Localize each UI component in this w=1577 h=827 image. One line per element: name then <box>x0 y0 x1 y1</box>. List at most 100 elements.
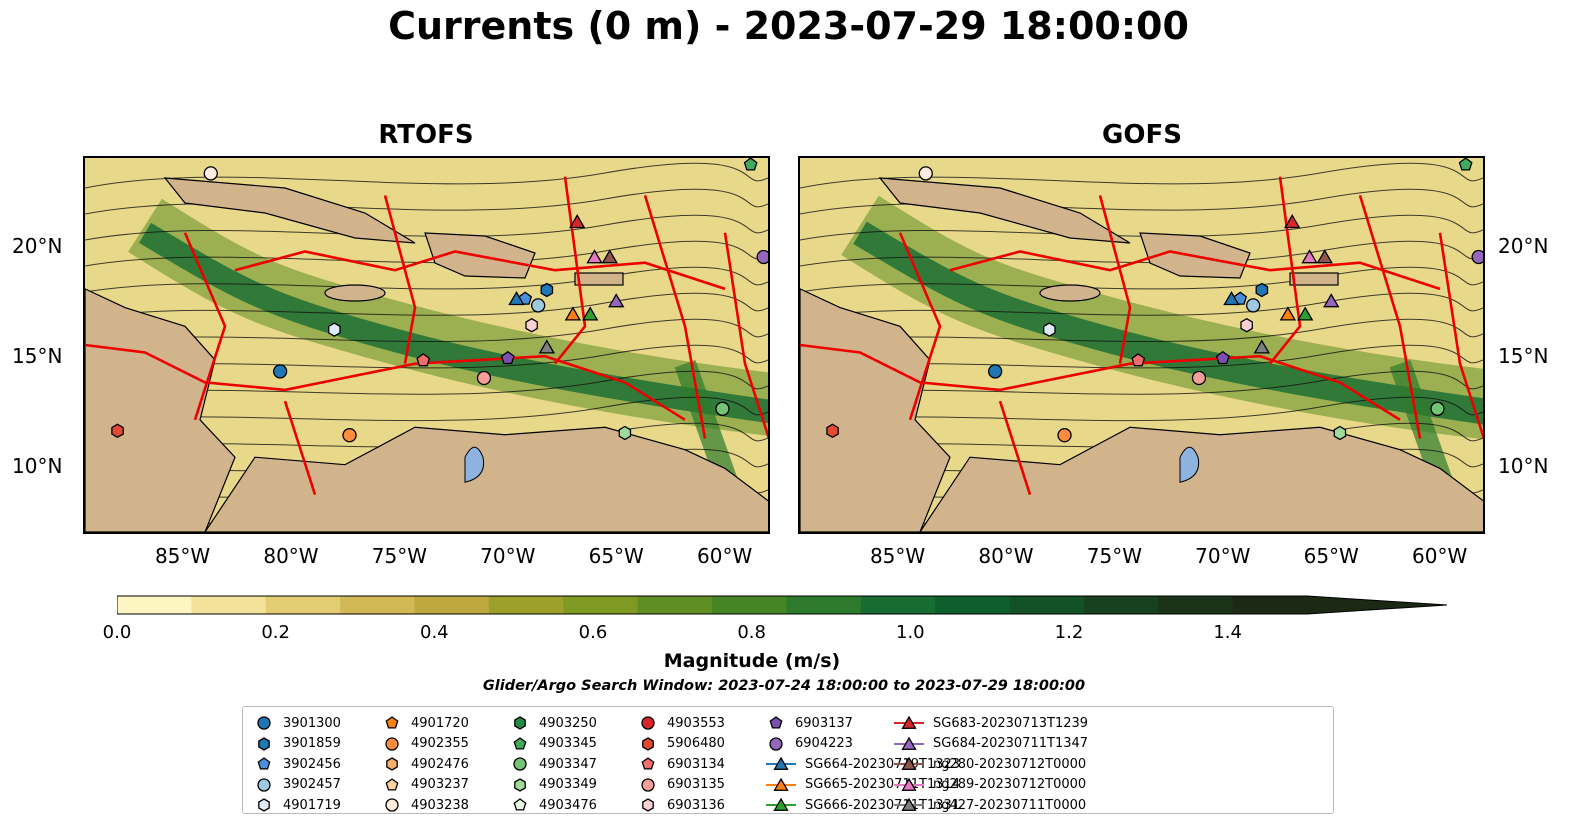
legend-entry: 4902355 <box>381 734 469 754</box>
colorbar-segment <box>1009 596 1085 614</box>
legend-entry: 6903134 <box>637 754 725 774</box>
marker-4902355 <box>342 428 357 443</box>
legend-marker-icon <box>641 716 655 730</box>
lon-tick-label: 75°W <box>1086 544 1142 568</box>
legend-marker-icon <box>257 757 271 770</box>
colorbar-tick-label: 0.0 <box>102 622 132 643</box>
legend-label: 6903134 <box>667 756 725 772</box>
legend-marker-icon <box>901 756 917 770</box>
legend-entry: 4903238 <box>381 795 469 815</box>
legend-entry: 4903476 <box>509 795 597 815</box>
streamline <box>800 396 1483 423</box>
marker-6903134 <box>416 353 431 367</box>
eez-boundary <box>1358 195 1422 439</box>
colorbar-tick-label: 1.4 <box>1213 622 1242 643</box>
rtofs-map-canvas <box>85 158 768 532</box>
colorbar-extend-arrow <box>1307 596 1447 614</box>
streamline <box>85 396 768 423</box>
eez-boundary <box>1438 232 1483 440</box>
legend-marker-icon <box>385 777 399 791</box>
colorbar-tick-label: 0.2 <box>261 622 290 643</box>
lon-tick-label: 75°W <box>371 544 427 568</box>
legend-entry: 3902457 <box>253 775 341 795</box>
land-puerto-rico <box>1289 272 1339 286</box>
lon-tick-label: 65°W <box>588 544 644 568</box>
marker-SG665-20230711T1314 <box>1279 306 1297 321</box>
legend-label: SG684-20230711T1347 <box>933 736 1089 751</box>
legend-marker-icon <box>769 736 783 751</box>
legend-entry: SG684-20230711T1347 <box>893 734 1088 754</box>
marker-6903134 <box>1131 353 1146 367</box>
marker-SG664-20230719T1323 <box>1223 291 1240 306</box>
marker-SG684-20230711T1347 <box>1323 293 1340 308</box>
streamline <box>85 318 768 345</box>
legend-marker-icon <box>642 736 654 751</box>
legend-label: SG666-20230711T1331 <box>805 797 961 813</box>
legend-marker-icon <box>641 757 655 770</box>
colorbar-segment <box>191 596 267 614</box>
lat-tick-label-right: 20°N <box>1498 234 1549 258</box>
lon-tick-label: 65°W <box>1303 544 1359 568</box>
legend-entry: 3901300 <box>253 713 341 733</box>
legend-marker-icon <box>513 757 527 771</box>
legend-label: 4903238 <box>411 797 469 813</box>
lon-tick-label: 80°W <box>978 544 1034 568</box>
land-jamaica <box>324 284 386 302</box>
marker-3901859 <box>1255 282 1269 298</box>
legend-marker-icon <box>258 736 270 751</box>
legend-marker-icon <box>901 715 917 729</box>
colorbar-segment <box>712 596 787 614</box>
marker-6903137 <box>1215 350 1230 365</box>
colorbar-segment <box>488 596 564 614</box>
marker-4903349 <box>618 425 632 441</box>
marker-SG666-20230711T1331 <box>582 306 599 321</box>
streamline <box>800 318 1483 345</box>
eez-boundary <box>1098 195 1132 364</box>
legend-label: 3901300 <box>283 715 341 731</box>
legend-label: 4903349 <box>539 777 597 792</box>
marker-3901859 <box>540 282 554 298</box>
lon-tick-label: 80°W <box>263 544 319 568</box>
legend-label: ng280-20230712T0000 <box>933 756 1087 772</box>
legend-marker-icon <box>513 798 527 811</box>
legend-label: 4901719 <box>283 797 341 813</box>
legend-marker-icon <box>773 756 789 770</box>
streamline <box>85 214 768 241</box>
legend-marker-icon <box>514 777 526 792</box>
land-jamaica <box>1039 284 1101 302</box>
legend-marker-icon <box>769 716 783 729</box>
legend-label: SG665-20230711T1314 <box>805 777 961 792</box>
marker-4903238 <box>918 166 933 181</box>
colorbar-tick-label: 1.0 <box>896 622 925 643</box>
lon-tick-label: 60°W <box>697 544 753 568</box>
legend-entry: 4903237 <box>381 775 469 795</box>
lon-tick-label: 70°W <box>480 544 536 568</box>
marker-SG664-20230719T1323 <box>508 291 525 306</box>
marker-6903135 <box>476 370 492 386</box>
legend-marker-icon <box>385 798 399 812</box>
lon-tick-label: 85°W <box>869 544 926 568</box>
marker-SG665-20230711T1314 <box>564 306 582 321</box>
marker-ng427-20230711T0000 <box>1253 339 1271 354</box>
streamline <box>800 370 1483 397</box>
search-window-caption: Glider/Argo Search Window: 2023-07-24 18… <box>482 678 1086 694</box>
marker-4903238 <box>203 166 218 181</box>
legend-label: 3902457 <box>283 777 341 792</box>
marker-3902457 <box>1246 298 1261 313</box>
legend-label: 4903237 <box>411 777 469 792</box>
legend-entry: SG665-20230711T1314 <box>765 775 960 795</box>
lat-tick-label-right: 15°N <box>1498 344 1549 368</box>
land-cuba <box>878 177 1131 244</box>
legend-entry: 6903136 <box>637 795 725 815</box>
lat-tick-label-left: 20°N <box>12 234 63 258</box>
legend-entry: 6903137 <box>765 713 853 733</box>
marker-6903136 <box>1240 317 1253 333</box>
colorbar-segment <box>786 596 862 614</box>
marker-SG684-20230711T1347 <box>608 293 625 308</box>
colorbar-outline <box>117 595 1448 615</box>
streamline <box>800 240 1483 267</box>
legend-label: 5906480 <box>667 736 725 751</box>
marker-4903345 <box>743 158 758 171</box>
legend-marker-icon <box>513 736 527 750</box>
legend-label: 6903135 <box>667 777 725 792</box>
